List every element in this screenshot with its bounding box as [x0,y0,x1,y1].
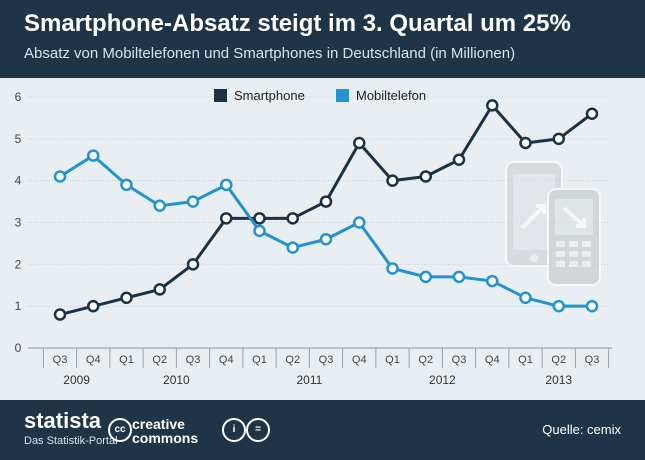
year-label: 2010 [163,373,190,387]
x-tick-label: Q1 [119,354,134,366]
y-tick-label: 3 [15,216,22,230]
y-tick-label: 5 [15,132,22,146]
data-point-smartphone [87,299,100,313]
data-point-mobiltelefon [186,195,200,208]
chart-area: 0 1 2 3 4 5 6 Q3 Q4 Q1 Q2 Q3 Q4 Q1 Q2 Q3 Q4 Q1 Q2 Q3 Q4 Q1 Q2… [0,78,645,400]
data-point-mobiltelefon [87,149,100,162]
x-tick-label: Q3 [53,354,68,366]
cc-line1: creative [132,416,185,432]
y-tick-label: 0 [15,341,22,355]
data-point-smartphone [120,291,133,305]
x-tick-label: Q1 [385,354,400,366]
x-tick-label: Q4 [86,354,101,366]
y-tick-label: 2 [15,257,22,271]
x-tick-label: Q4 [219,354,234,366]
y-tick-label: 1 [15,299,22,313]
data-point-mobiltelefon [386,262,399,275]
data-point-smartphone [452,153,466,166]
legend-label-smartphone: Smartphone [234,88,305,103]
creative-commons-text[interactable]: creative commons [132,417,198,445]
footer: statista Das Statistik-Portal cc creativ… [0,400,645,460]
year-label: 2013 [545,373,572,387]
data-point-mobiltelefon [220,178,233,192]
data-point-smartphone [153,283,166,296]
data-point-smartphone [585,107,599,120]
x-tick-label: Q1 [252,354,267,366]
line-chart: 0 1 2 3 4 5 6 Q3 Q4 Q1 Q2 Q3 Q4 Q1 Q2 Q3 Q4 Q1 Q2 Q3 Q4 Q1 Q2… [15,88,612,387]
data-point-mobiltelefon [519,291,532,305]
no-derivatives-icon: = [246,418,270,442]
x-tick-label: Q2 [551,354,566,366]
x-tick-label: Q3 [452,354,467,366]
data-point-mobiltelefon [319,232,333,246]
source-label: Quelle: cemix [542,422,621,437]
x-tick-label: Q3 [585,354,600,366]
chart-title: Smartphone-Absatz steigt im 3. Quartal u… [24,10,571,37]
data-point-smartphone [552,132,565,146]
data-point-smartphone [286,212,299,225]
creative-commons-icon: cc [108,418,132,442]
data-point-smartphone [253,212,266,225]
data-point-smartphone [319,195,333,208]
year-label: 2011 [296,373,322,387]
y-tick-label: 6 [15,90,22,104]
data-point-smartphone [53,308,67,321]
data-point-mobiltelefon [120,178,133,192]
data-point-smartphone [386,174,399,187]
legend: Smartphone Mobiltelefon [214,88,426,103]
footer-tagline: Das Statistik-Portal [24,435,118,447]
phones-illustration-icon [505,161,601,286]
data-point-smartphone [486,99,499,112]
header: Smartphone-Absatz steigt im 3. Quartal u… [0,0,645,78]
data-point-mobiltelefon [286,241,299,254]
data-point-smartphone [220,212,233,225]
data-point-mobiltelefon [452,270,466,284]
legend-swatch-smartphone [214,89,227,102]
x-tick-label: Q4 [352,354,367,366]
statista-logo-icon[interactable]: statista [24,408,102,433]
data-point-smartphone [353,136,366,150]
y-tick-label: 4 [15,174,22,188]
series-layer [53,99,599,321]
x-tick-label: Q1 [518,354,533,366]
legend-swatch-mobiltelefon [336,89,349,102]
x-tick-label: Q3 [319,354,334,366]
data-point-smartphone [519,136,532,150]
attribution-icon: i [222,418,246,442]
data-point-mobiltelefon [419,270,432,284]
data-point-mobiltelefon [153,199,166,213]
x-tick-label: Q2 [285,354,300,366]
x-tick-label: Q2 [418,354,433,366]
x-axis: Q3 Q4 Q1 Q2 Q3 Q4 Q1 Q2 Q3 Q4 Q1 Q2 Q3 Q4 Q1 Q2 Q3 2009 20… [28,347,612,387]
chart-subtitle: Absatz von Mobiltelefonen und Smartphone… [24,45,516,62]
data-point-mobiltelefon [353,216,366,229]
data-point-mobiltelefon [552,299,565,313]
y-axis: 0 1 2 3 4 5 6 [15,90,22,355]
data-point-mobiltelefon [585,299,599,313]
data-point-smartphone [419,170,432,183]
data-point-mobiltelefon [253,224,266,238]
x-tick-label: Q2 [152,354,167,366]
year-label: 2009 [63,373,90,387]
cc-line2: commons [132,430,199,446]
data-point-smartphone [186,258,200,271]
data-point-mobiltelefon [53,170,67,183]
x-tick-label: Q4 [485,354,500,366]
x-tick-label: Q3 [186,354,201,366]
year-label: 2012 [429,373,456,387]
legend-label-mobiltelefon: Mobiltelefon [356,88,426,103]
data-point-mobiltelefon [486,274,499,288]
